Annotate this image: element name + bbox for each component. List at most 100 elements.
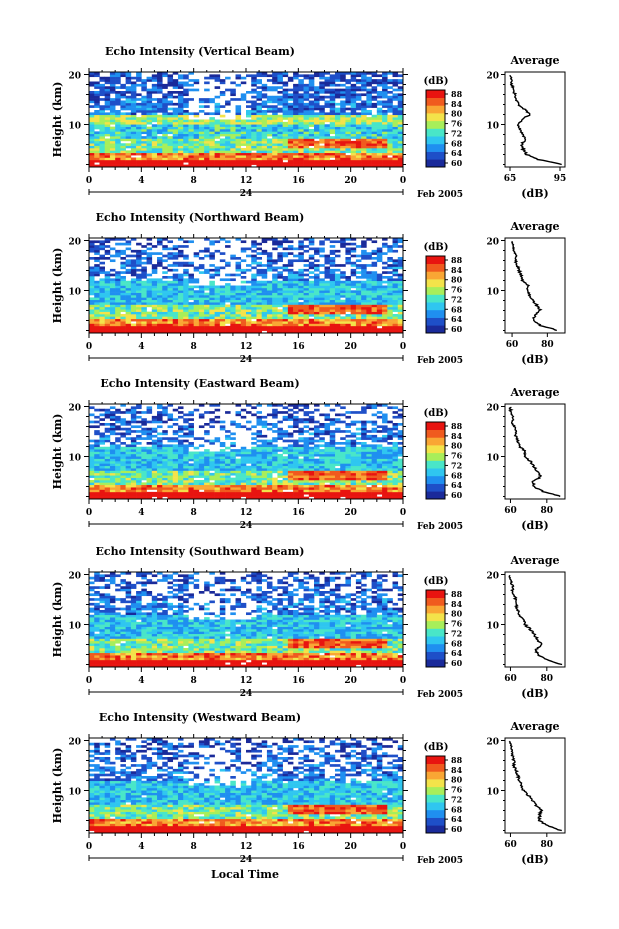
heatmap-cell bbox=[177, 164, 184, 168]
heatmap-cell bbox=[282, 299, 289, 303]
heatmap-cell bbox=[345, 114, 351, 118]
heatmap-cell bbox=[130, 131, 137, 135]
heatmap-cell bbox=[314, 295, 320, 298]
heatmap-cell bbox=[340, 264, 346, 267]
heatmap-cell bbox=[392, 150, 399, 154]
heatmap-cell bbox=[235, 119, 242, 123]
heatmap-cell bbox=[287, 325, 294, 329]
heatmap-cell bbox=[167, 150, 174, 154]
heatmap-cell bbox=[387, 480, 393, 483]
heatmap-cell bbox=[94, 91, 100, 94]
heatmap-cell bbox=[109, 278, 116, 282]
heatmap-cell bbox=[350, 150, 357, 154]
heatmap-cell bbox=[167, 121, 174, 125]
heatmap-cell bbox=[308, 240, 315, 244]
heatmap-cell bbox=[204, 76, 210, 80]
x-tick-label: 4 bbox=[138, 342, 144, 352]
heatmap-cell bbox=[209, 468, 215, 471]
heatmap-cell bbox=[193, 311, 200, 315]
heatmap-cell bbox=[104, 280, 111, 284]
heatmap-cell bbox=[188, 484, 194, 488]
heatmap-cell bbox=[172, 285, 179, 289]
heatmap-cell bbox=[109, 110, 116, 113]
heatmap-cell bbox=[251, 316, 257, 320]
heatmap-cell bbox=[293, 491, 299, 495]
heatmap-cell bbox=[261, 126, 268, 130]
heatmap-cell bbox=[120, 314, 126, 317]
heatmap-cell bbox=[246, 157, 252, 161]
heatmap-cell bbox=[340, 164, 346, 168]
heatmap-cell bbox=[361, 245, 367, 248]
heatmap-cell bbox=[219, 292, 226, 296]
heatmap-cell bbox=[329, 261, 336, 265]
heatmap-cell bbox=[183, 74, 189, 78]
heatmap-cell bbox=[94, 145, 100, 149]
heatmap-cell bbox=[251, 126, 257, 130]
heatmap-cell bbox=[256, 290, 262, 293]
heatmap-cell bbox=[162, 157, 168, 161]
heatmap-cell bbox=[340, 299, 346, 303]
heatmap-cell bbox=[329, 112, 336, 116]
heatmap-cell bbox=[219, 475, 226, 478]
heatmap-cell bbox=[167, 162, 174, 165]
heatmap-cell bbox=[392, 309, 399, 312]
heatmap-cell bbox=[287, 470, 294, 474]
heatmap-cell bbox=[334, 102, 341, 106]
heatmap-cell bbox=[355, 164, 362, 168]
heatmap-cell bbox=[266, 105, 273, 108]
heatmap-cell bbox=[125, 309, 132, 312]
heatmap-cell bbox=[130, 164, 137, 168]
heatmap-cell bbox=[120, 461, 126, 464]
heatmap-cell bbox=[183, 93, 189, 97]
heatmap-cell bbox=[256, 475, 262, 478]
heatmap-cell bbox=[266, 330, 273, 334]
heatmap-cell bbox=[104, 112, 111, 116]
heatmap-cell bbox=[371, 494, 378, 497]
heatmap-cell bbox=[219, 131, 226, 135]
heatmap-cell bbox=[345, 276, 351, 279]
heatmap-cell bbox=[209, 477, 215, 481]
heatmap-cell bbox=[162, 302, 168, 305]
heatmap-cell bbox=[329, 280, 336, 284]
heatmap-cell bbox=[308, 95, 315, 99]
heatmap-cell bbox=[392, 148, 399, 151]
heatmap-cell bbox=[193, 314, 200, 317]
heatmap-cell bbox=[319, 74, 325, 78]
heatmap-cell bbox=[329, 304, 336, 308]
heatmap-cell bbox=[177, 140, 184, 144]
heatmap-cell bbox=[277, 316, 283, 320]
heatmap-cell bbox=[324, 72, 331, 75]
heatmap-cell bbox=[334, 83, 341, 87]
heatmap-cell bbox=[361, 487, 367, 490]
heatmap-cell bbox=[198, 148, 205, 151]
heatmap-cell bbox=[89, 470, 95, 474]
heatmap-cell bbox=[246, 487, 252, 490]
heatmap-cell bbox=[94, 325, 100, 329]
heatmap-cell bbox=[246, 475, 252, 478]
heatmap-cell bbox=[324, 321, 331, 324]
heatmap-cell bbox=[125, 487, 132, 490]
heatmap-cell bbox=[167, 143, 174, 146]
heatmap-cell bbox=[256, 129, 262, 132]
heatmap-cell bbox=[329, 475, 336, 478]
heatmap-cell bbox=[188, 162, 194, 165]
heatmap-cell bbox=[329, 150, 336, 154]
heatmap-cell bbox=[109, 283, 116, 286]
heatmap-cell bbox=[277, 129, 283, 132]
heatmap-cell bbox=[177, 114, 184, 118]
heatmap-cell bbox=[376, 465, 383, 469]
heatmap-cell bbox=[266, 124, 273, 127]
heatmap-cell bbox=[314, 114, 320, 118]
heatmap-cell bbox=[120, 129, 126, 132]
heatmap-cell bbox=[355, 330, 362, 334]
heatmap-cell bbox=[214, 330, 221, 334]
heatmap-cell bbox=[240, 321, 247, 324]
heatmap-cell bbox=[277, 489, 283, 493]
heatmap-cell bbox=[303, 133, 310, 137]
heatmap-cell bbox=[382, 470, 388, 474]
heatmap-cell bbox=[89, 273, 95, 277]
heatmap-cell bbox=[314, 98, 320, 101]
heatmap-cell bbox=[382, 91, 388, 94]
heatmap-cell bbox=[198, 143, 205, 146]
heatmap-cell bbox=[382, 494, 388, 497]
